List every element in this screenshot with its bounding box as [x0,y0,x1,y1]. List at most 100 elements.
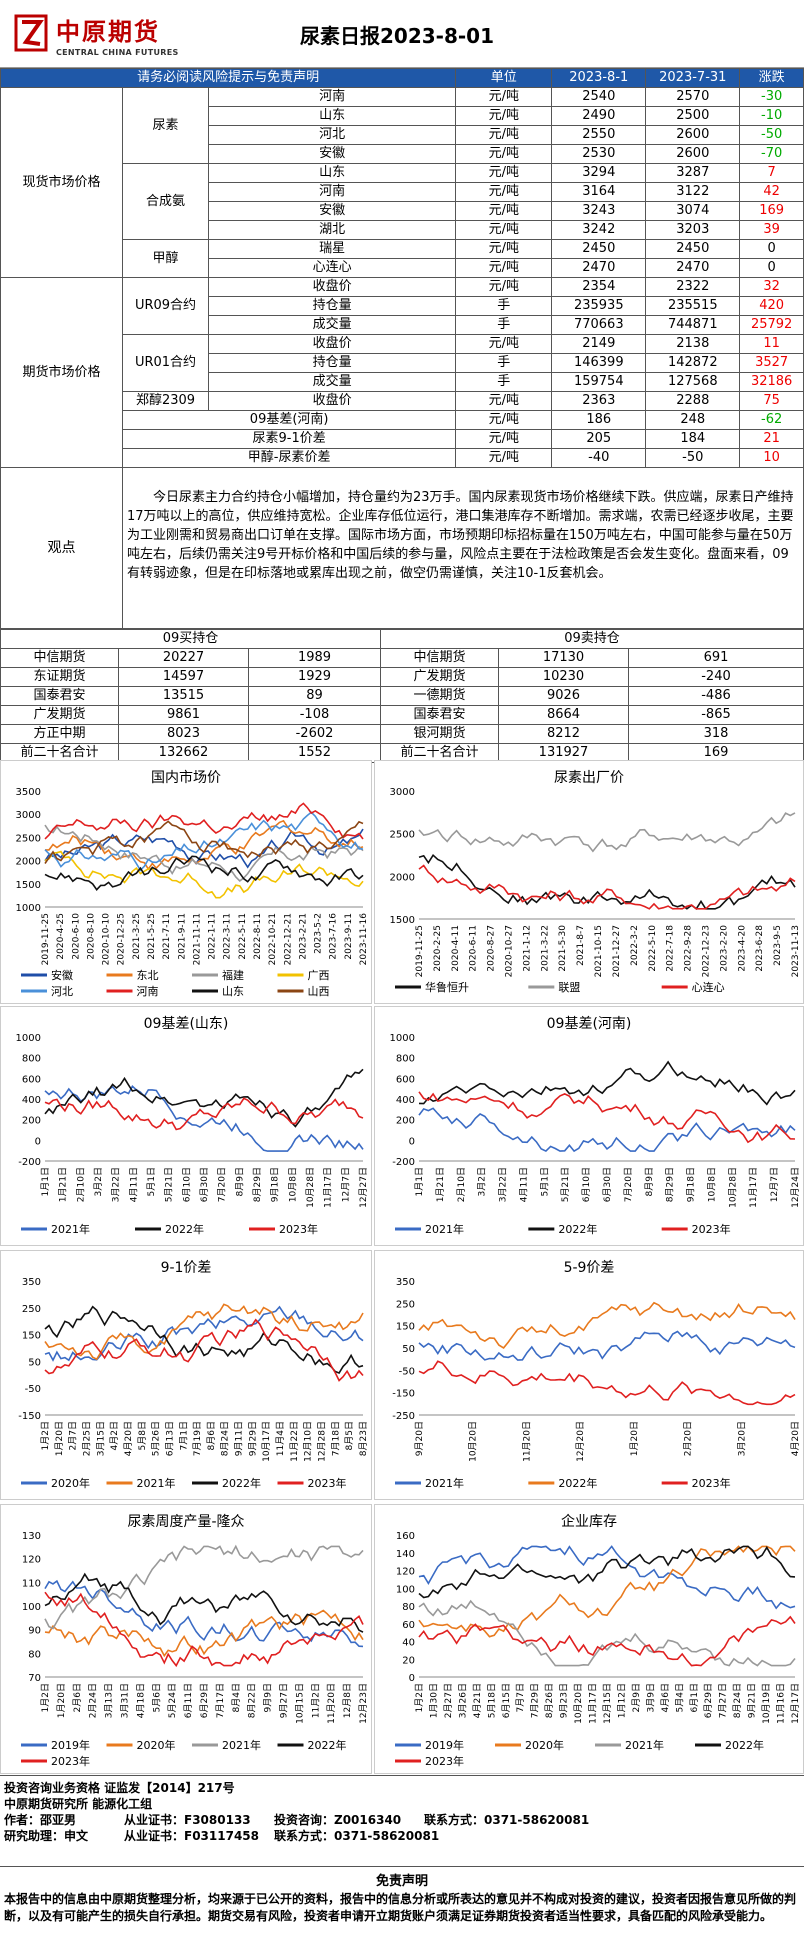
chart-svg: 0 20 40 60 80 100 120 140 160 1月2日 1月30日 2月27日 3月26日… [395,1531,801,1768]
x-tick-label: 3月26日 [457,1683,468,1718]
y-tick-label: 140 [396,1549,415,1560]
series-line [418,1545,796,1610]
x-tick-label: 5月4日 [674,1683,685,1712]
series-line [44,1303,364,1361]
value-cell: 3074 [645,201,741,221]
x-tick-label: 9月18日 [270,1167,281,1202]
y-tick-label: 40 [402,1638,415,1649]
position-value: -865 [628,705,804,725]
position-value: -486 [628,686,804,706]
x-tick-label: 1月20日 [54,1421,65,1456]
legend-label: 2020年 [525,1738,564,1752]
sell-positions-title: 09卖持仓 [380,629,804,649]
x-tick-label: 10月8日 [706,1167,717,1202]
x-tick-label: 6月30日 [602,1167,613,1202]
x-tick-label: 4月20日 [123,1421,134,1456]
chart-svg: 1500 2000 2500 3000 2019-11-25 2020-2-25 2020-… [390,787,801,994]
change-cell: -62 [739,410,804,430]
logo-icon [14,14,48,52]
table-row: 持仓量手 146399 142872 3527 [1,353,804,373]
change-cell: 0 [739,258,804,278]
chart-8: 企业库存 0 20 40 60 80 100 120 140 160 1月2日 1月30日 2月27日 3… [374,1504,804,1774]
item-label: 持仓量 [207,296,457,316]
value-cell: 2550 [551,125,647,145]
chart-svg: -200 0 200 400 600 800 1000 1月1日 1月21日 2月10日 3月2日 3… [16,1033,369,1236]
table-row: 甲醇 瑞星 元/吨 2450 2450 0 [1,239,804,278]
x-tick-label: 6月1日 [689,1683,700,1712]
chart-title: 尿素周度产量-隆众 [127,1514,245,1530]
x-tick-label: 2022-12-23 [701,925,711,977]
y-tick-label: 800 [22,1054,41,1065]
position-value: -108 [248,705,381,725]
x-tick-label: 2022-8-11 [253,913,263,960]
item-label: 尿素9-1价差 [121,429,457,449]
value-cell: 142872 [645,353,741,373]
series-line [44,1068,364,1128]
legend-label: 河北 [51,985,73,998]
value-cell: 2354 [551,277,647,297]
x-tick-label: 2020-2-25 [433,925,443,972]
x-tick-label: 2020-4-25 [56,913,66,960]
value-cell: 235935 [551,296,647,316]
x-tick-label: 2021-10-15 [594,925,604,977]
x-tick-label: 12月15日 [602,1683,613,1724]
value-cell: 127568 [645,372,741,392]
chart-svg: 1000 1500 2000 2500 3000 3500 2019-11-25 2020-4… [16,787,369,998]
x-tick-label: 12月10日 [303,1421,314,1462]
value-cell: 2288 [645,391,741,411]
x-tick-label: 10月17日 [261,1421,272,1462]
legend-label: 2021年 [425,1222,464,1236]
x-tick-label: 8月24日 [732,1683,743,1718]
change-cell: 75 [739,391,804,411]
value-cell: -50 [645,448,741,468]
item-label: 09基差(河南) [121,410,457,430]
legend-label: 2021年 [51,1222,90,1236]
author: 作者：邵亚男 [4,1813,77,1827]
legend-label: 山西 [308,985,330,998]
author-cert: 从业证书：F3080133 [124,1813,251,1827]
x-tick-label: 10月28日 [305,1167,316,1208]
item-label: 甲醇-尿素价差 [121,448,457,468]
risk-notice[interactable]: 请务必阅读风险提示与免责声明 [0,68,457,88]
y-tick-label: -200 [392,1157,415,1168]
y-tick-label: 2000 [390,872,415,883]
legend-label: 2022年 [308,1738,347,1752]
x-tick-label: 3月22日 [498,1167,509,1202]
chart-6: 5-9价差 -250 -150 -50 50 150 250 350 9月20日 10月20日 11… [374,1250,804,1500]
y-tick-label: 1500 [390,915,415,926]
x-tick-label: 1月30日 [428,1683,439,1718]
table-row: 湖北 元/吨 3242 3203 39 [1,220,804,240]
unit-cell: 元/吨 [455,163,553,183]
item-label: 河南 [207,87,457,107]
value-cell: 770663 [551,315,647,335]
series-line [44,802,364,840]
value-cell: 2450 [645,239,741,259]
item-label: 山东 [207,163,457,183]
chart-7: 尿素周度产量-隆众 70 80 90 100 110 120 130 1月2日 1月20日 2月6日… [0,1504,372,1774]
disclaimer-text: 本报告中的信息由中原期货整理分析，均来源于已公开的资料，报告中的信息分析或所表达… [4,1892,797,1923]
item-label: 持仓量 [207,353,457,373]
item-label: 收盘价 [207,334,457,354]
chart-1: 国内市场价 1000 1500 2000 2500 3000 3500 2019-11-25 2… [0,760,372,1004]
observation-text: 今日尿素主力合约持仓小幅增加，持仓量约为23万手。国内尿素现货市场价格继续下跌。… [127,490,794,581]
item-label: 河南 [207,182,457,202]
chart-2: 尿素出厂价 1500 2000 2500 3000 2019-11-25 2020-2-25… [374,760,804,1004]
x-tick-label: 12月7日 [340,1167,351,1202]
x-tick-label: 3月9日 [645,1683,656,1712]
x-tick-label: 2月24日 [88,1683,99,1718]
legend-label: 福建 [222,968,244,982]
position-value: -2602 [248,724,381,744]
x-tick-label: 6月10日 [181,1167,192,1202]
item-label: 湖北 [207,220,457,240]
unit-cell: 元/吨 [455,106,553,126]
group-label: UR01合约 [122,334,209,392]
broker-name: 广发期货 [0,705,119,725]
series-line [418,1615,796,1667]
value-cell: 159754 [551,372,647,392]
y-tick-label: -200 [18,1157,41,1168]
x-tick-label: 2020-10-10 [102,913,112,966]
broker-name: 国泰君安 [380,705,499,725]
y-tick-label: 0 [409,1136,415,1147]
y-tick-label: -250 [392,1411,415,1422]
disclaimer-title: 免责声明 [375,1874,428,1889]
